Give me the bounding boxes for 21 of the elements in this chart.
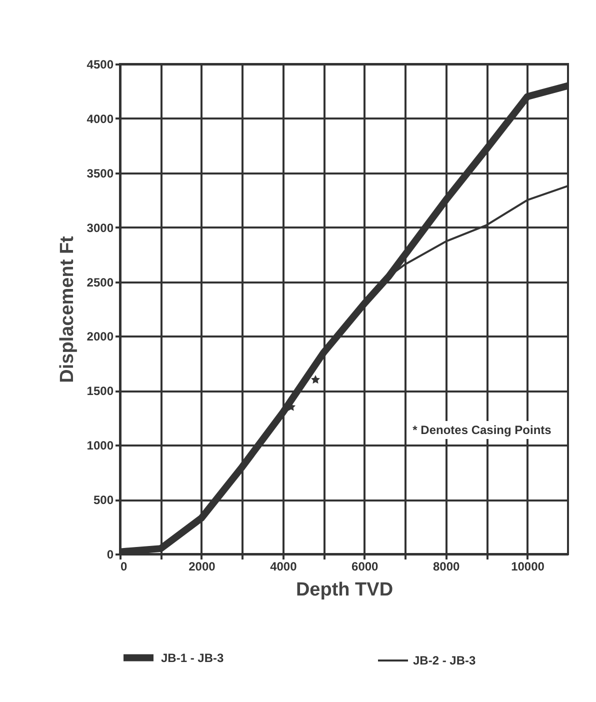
legend-label: JB-2 - JB-3	[413, 654, 476, 668]
y-tick-label: 1000	[86, 438, 114, 453]
y-tick-label: 500	[93, 493, 114, 508]
y-tick-label: 3000	[86, 220, 114, 235]
y-tick-label: 2000	[86, 330, 114, 344]
y-tick-label: 4000	[86, 112, 114, 126]
y-tick-label: 2500	[86, 275, 114, 290]
x-axis-title: Depth TVD	[296, 580, 394, 600]
annotation: * Denotes Casing Points	[412, 423, 552, 437]
x-tick-label: 2000	[188, 560, 216, 574]
x-tick-label: 6000	[352, 560, 379, 574]
x-tick-label: 4000	[270, 560, 298, 574]
x-tick-label: 8000	[432, 560, 460, 574]
y-tick-label: 3500	[86, 166, 114, 180]
x-tick-label: 10000	[511, 560, 545, 574]
legend-label: JB-1 - JB-3	[161, 650, 224, 665]
y-tick-label: 0	[106, 548, 114, 562]
x-tick-label: 0	[120, 560, 128, 574]
y-axis-title: Displacement Ft	[56, 235, 78, 383]
y-tick-label: 1500	[86, 384, 114, 398]
y-tick-label: 4500	[86, 58, 114, 72]
